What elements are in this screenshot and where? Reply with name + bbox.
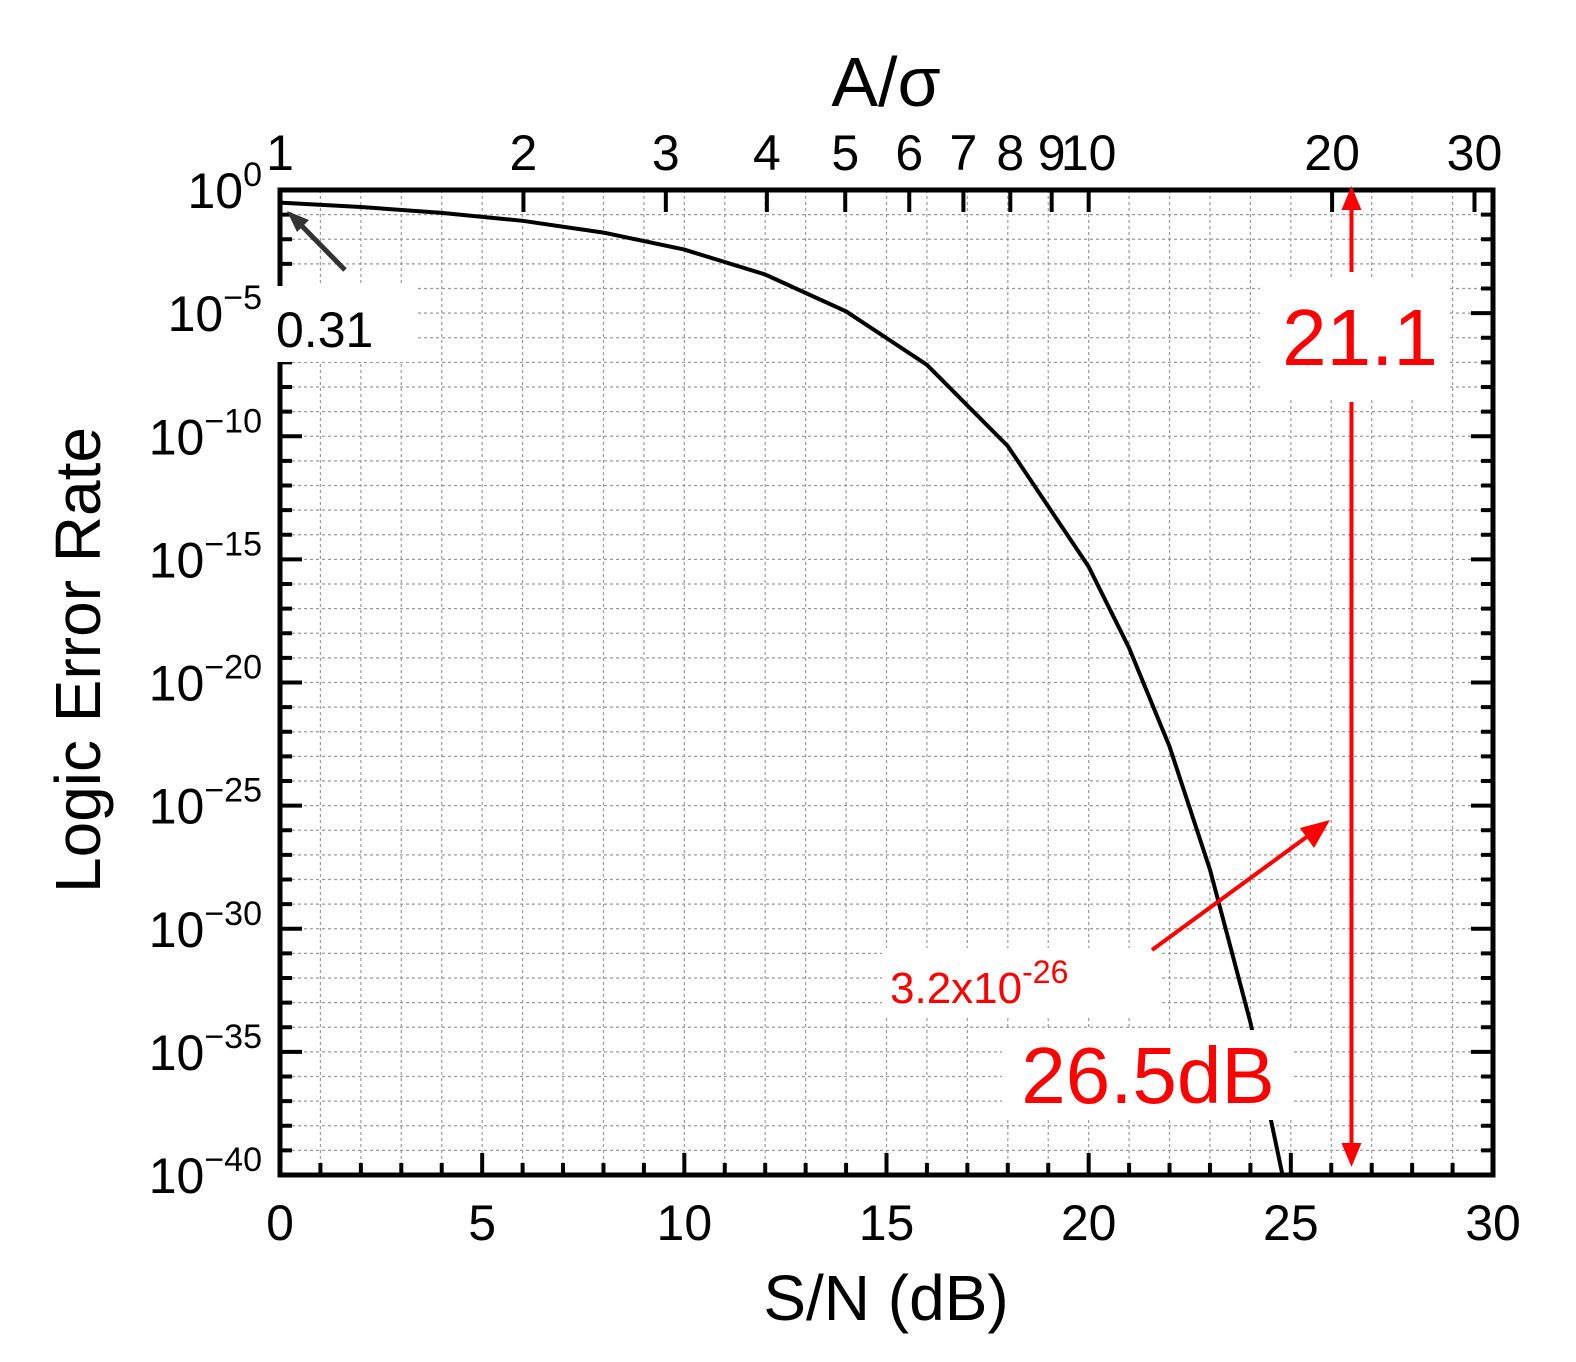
- start-arrow-head: [287, 211, 309, 232]
- x-tick-label: 5: [468, 1195, 496, 1251]
- top-tick-label: 5: [831, 125, 859, 181]
- marker-value-backdrop: [882, 948, 1162, 1016]
- top-tick-label: 8: [996, 125, 1024, 181]
- x-tick-label: 0: [266, 1195, 294, 1251]
- y-tick-label: 10−25: [149, 772, 262, 835]
- y-tick-label: 10−5: [168, 279, 262, 342]
- marker-arrow-head-top: [1341, 186, 1362, 210]
- top-tick-label: 1: [266, 125, 294, 181]
- top-tick-label: 7: [949, 125, 977, 181]
- top-tick-label: 20: [1304, 125, 1360, 181]
- top-tick-label: 4: [753, 125, 781, 181]
- top-tick-label: 10: [1061, 125, 1117, 181]
- start-value-label: 0.31: [276, 302, 373, 358]
- top-tick-labels: 1 2 3 4 5 6 7 8 910 20 30: [266, 125, 1502, 181]
- marker-value-exponent: -26: [1022, 954, 1068, 990]
- top-axis-title: A/σ: [831, 43, 940, 121]
- x-tick-label: 30: [1465, 1195, 1521, 1251]
- error-rate-curve: [279, 200, 1285, 1176]
- x-tick-label: 10: [657, 1195, 713, 1251]
- top-tick-label: 3: [652, 125, 680, 181]
- x-tick-label: 15: [859, 1195, 915, 1251]
- marker-value-label: 3.2x10-26: [890, 954, 1068, 1013]
- top-tick-label: 9: [1038, 125, 1066, 181]
- x-tick-label: 25: [1263, 1195, 1319, 1251]
- y-tick-label: 10−15: [149, 525, 262, 588]
- y-tick-label: 10−30: [149, 895, 262, 958]
- top-tick-label: 6: [895, 125, 923, 181]
- top-tick-label: 30: [1447, 125, 1503, 181]
- sn-marker-label: 26.5dB: [1021, 1031, 1275, 1120]
- start-arrow-line: [295, 219, 347, 272]
- start-label-backdrop: [270, 286, 418, 362]
- y-tick-labels: 100 10−5 10−10 10−15 10−20 10−25 10−30 10−35 10−…: [149, 156, 262, 1204]
- tick-marks: [278, 188, 1495, 1177]
- y-tick-label: 100: [187, 156, 262, 219]
- x-axis-title: S/N (dB): [763, 1262, 1008, 1334]
- y-tick-label: 10−10: [149, 402, 262, 465]
- y-tick-label: 10−35: [149, 1018, 262, 1081]
- sn-label-backdrop: [1002, 1030, 1292, 1120]
- marker-arrow-head-bottom: [1341, 1143, 1362, 1167]
- marker-pointer-head: [1300, 820, 1330, 848]
- y-axis-title: Logic Error Rate: [42, 427, 114, 893]
- y-tick-label: 10−20: [149, 649, 262, 712]
- a-sigma-label-backdrop: [1260, 278, 1450, 398]
- x-tick-labels: 0 5 10 15 20 25 30: [266, 1195, 1521, 1251]
- marker-value-base: 3.2x10: [890, 964, 1022, 1013]
- top-tick-label: 2: [510, 125, 538, 181]
- x-tick-label: 20: [1061, 1195, 1117, 1251]
- a-sigma-marker-label: 21.1: [1282, 293, 1438, 382]
- marker-pointer-line: [1150, 831, 1314, 952]
- y-tick-label: 10−40: [149, 1141, 262, 1204]
